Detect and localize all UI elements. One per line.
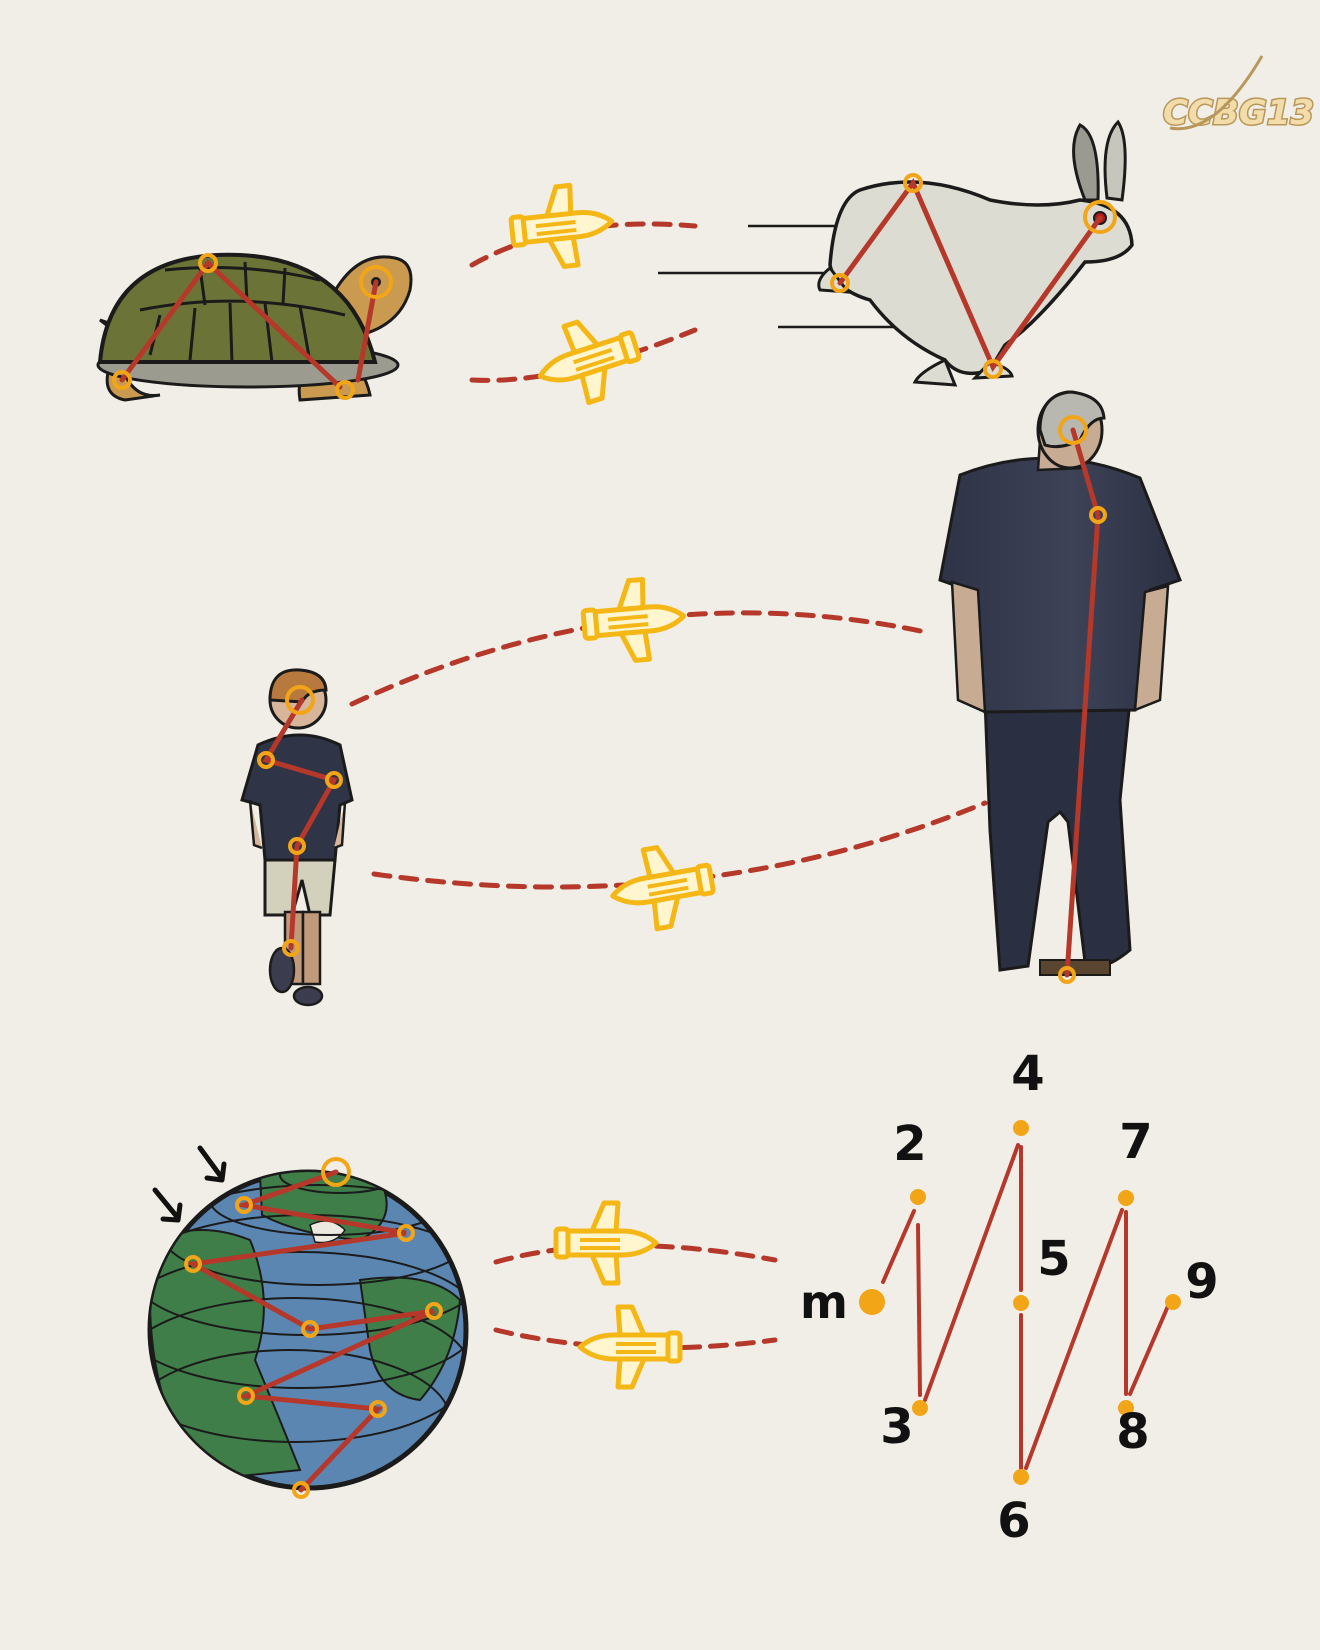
sequence-start-label: m: [800, 1275, 848, 1329]
shuttle-icon: [581, 576, 688, 664]
sequence-label: 2: [893, 1116, 926, 1172]
sequence-label: 3: [880, 1399, 913, 1455]
shuttle-icon: [528, 307, 648, 414]
dashed-arc: [371, 800, 988, 890]
sequence-dot: [1118, 1190, 1134, 1206]
shuttle-icon: [556, 1203, 656, 1283]
shuttle-icon: [606, 839, 718, 935]
sequence-dot: [1165, 1294, 1181, 1310]
boy: [240, 668, 354, 1007]
sequence-label: 7: [1119, 1114, 1152, 1170]
sequence-dot: [1013, 1295, 1029, 1311]
arrow-down-icon: [152, 1187, 183, 1223]
brand-logo: CCBG13: [1162, 55, 1316, 135]
sequence-label: 4: [1011, 1046, 1044, 1102]
shuttle-icon: [580, 1307, 680, 1387]
hare: [658, 119, 1134, 387]
sequence-label: 6: [997, 1493, 1030, 1549]
sequence-dot: [1118, 1400, 1134, 1416]
dashed-arc: [469, 327, 698, 383]
man: [938, 390, 1182, 984]
globe: [147, 1145, 469, 1499]
sequence-dot: [1013, 1120, 1029, 1136]
shuttle-icon: [508, 181, 616, 271]
arrow-down-icon: [197, 1145, 227, 1183]
sequence-label: 5: [1037, 1231, 1070, 1287]
sequence-start-dot: [859, 1289, 885, 1315]
sequence-label: 8: [1116, 1404, 1149, 1460]
sequence-label: 9: [1185, 1254, 1218, 1310]
dashed-arc: [493, 1242, 778, 1265]
turtle: [96, 252, 413, 402]
sequence-dot: [912, 1400, 928, 1416]
sequence-dot: [910, 1189, 926, 1205]
zigzag-sequence: m 2 3 4 5 6 7 8 9: [800, 1046, 1219, 1549]
sequence-dot: [1013, 1469, 1029, 1485]
transfer-arcs: [349, 181, 988, 1387]
